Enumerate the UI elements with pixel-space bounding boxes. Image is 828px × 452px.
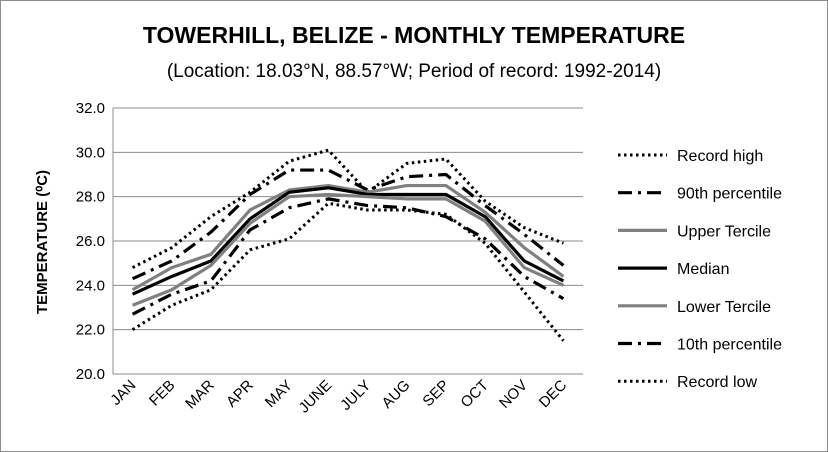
series-line	[131, 197, 565, 316]
x-tick-label: OCT	[457, 377, 491, 411]
series-line	[131, 186, 565, 296]
x-tick-label: APR	[223, 377, 257, 411]
series-line	[131, 192, 565, 307]
series-layer	[131, 148, 565, 342]
x-tick-label: AUG	[379, 377, 414, 412]
x-tick-label: MAR	[182, 377, 218, 413]
legend-label: 10th percentile	[677, 337, 782, 354]
legend-label: 90th percentile	[677, 186, 782, 203]
series-line	[131, 148, 564, 269]
x-tick-label: MAY	[262, 377, 296, 411]
grid-layer	[112, 107, 583, 375]
y-tick-label: 28.0	[76, 189, 105, 206]
y-axis-label: TEMPERATURE (⁰C)	[34, 170, 51, 314]
x-tick-label: JULY	[337, 377, 374, 414]
legend-label: Record high	[677, 148, 763, 165]
y-tick-label: 26.0	[76, 233, 105, 250]
y-tick-label: 20.0	[76, 366, 105, 383]
legend: Record high 90th percentile Upper Tercile M…	[618, 148, 782, 391]
series-line	[131, 183, 565, 292]
x-tick-label: FEB	[146, 377, 179, 410]
x-tick-label: JAN	[107, 377, 139, 409]
y-tick-label: 32.0	[76, 100, 105, 117]
legend-label: Record low	[677, 374, 757, 391]
legend-label: Median	[677, 261, 729, 278]
chart-subtitle: (Location: 18.03°N, 88.57°W; Period of r…	[167, 61, 661, 82]
series-line	[131, 168, 565, 281]
legend-label: Upper Tercile	[677, 223, 771, 240]
x-tick-label: NOV	[496, 377, 531, 412]
y-tick-label: 24.0	[76, 277, 105, 294]
x-tick-label: DEC	[536, 377, 571, 412]
y-tick-label: 30.0	[76, 144, 105, 161]
y-tick-label: 22.0	[76, 322, 105, 339]
legend-label: Lower Tercile	[677, 299, 771, 316]
x-tick-label: SEP	[420, 377, 453, 410]
x-tick-label: JUNE	[296, 377, 336, 417]
chart-title: TOWERHILL, BELIZE - MONTHLY TEMPERATURE	[143, 22, 685, 48]
series-line	[131, 201, 565, 342]
